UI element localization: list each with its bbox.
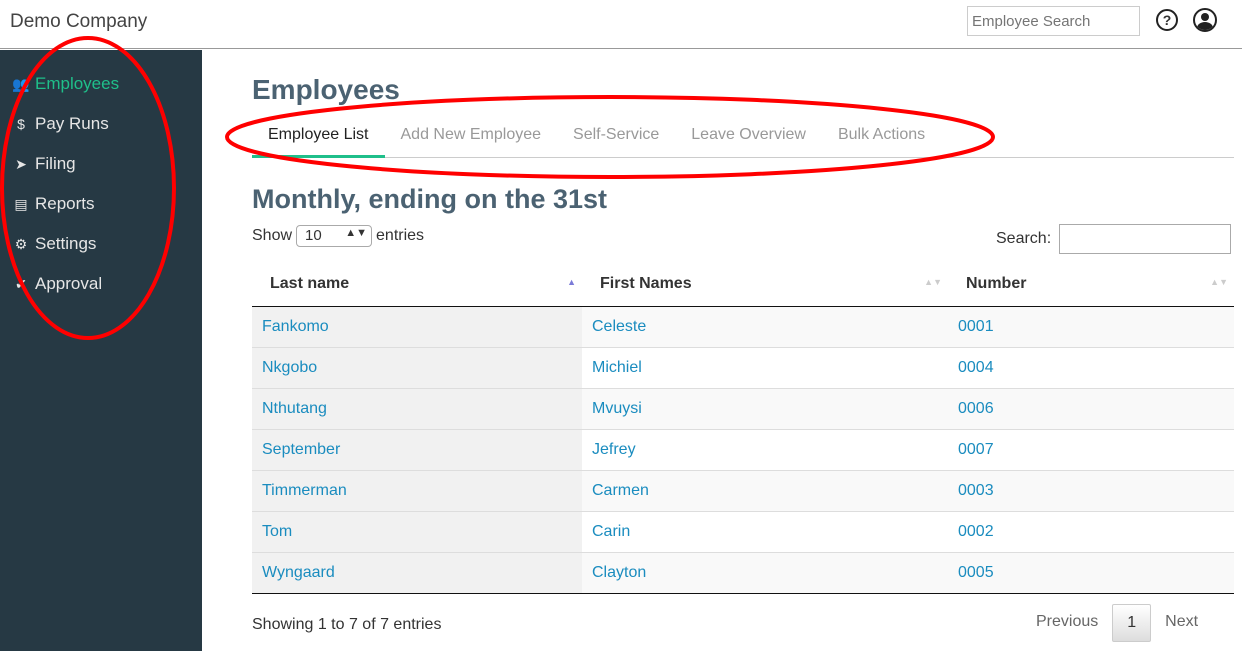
employee-table: Last name ▲ First Names ▲▼ Number ▲▼ Fankom…	[252, 263, 1234, 594]
cell-first-names-link[interactable]: Carmen	[582, 469, 948, 511]
cell-last-name-link[interactable]: Fankomo	[252, 305, 582, 347]
sidebar-item-pay-runs[interactable]: $ Pay Runs	[12, 114, 109, 134]
cell-last-name-link[interactable]: Wyngaard	[252, 551, 582, 594]
company-name[interactable]: Demo Company	[10, 11, 148, 32]
sidebar-item-label: Filing	[35, 154, 76, 173]
cell-last-name-link[interactable]: September	[252, 428, 582, 470]
show-label: Show	[252, 227, 293, 244]
sidebar-item-label: Reports	[35, 194, 95, 213]
header-label: Last name	[270, 275, 350, 293]
sidebar-item-filing[interactable]: ➤ Filing	[12, 154, 76, 174]
entries-select[interactable]: 10 ▲▼	[296, 225, 373, 247]
entries-label: entries	[376, 227, 425, 244]
table-row: Wyngaard Clayton 0005	[252, 551, 1234, 594]
pagination: Previous 1 Next	[1022, 604, 1212, 642]
help-icon[interactable]: ?	[1156, 9, 1178, 31]
table-row: Tom Carin 0002	[252, 510, 1234, 552]
sort-icon: ▲▼	[1210, 277, 1228, 287]
table-search: Search:	[996, 224, 1232, 254]
paper-plane-icon: ➤	[15, 155, 27, 172]
users-icon: 👥	[12, 75, 30, 92]
cell-first-names-link[interactable]: Michiel	[582, 346, 948, 388]
table-search-input[interactable]	[1059, 224, 1232, 254]
table-row: Nkgobo Michiel 0004	[252, 346, 1234, 388]
next-button[interactable]: Next	[1165, 613, 1199, 630]
sort-asc-icon: ▲	[567, 277, 576, 287]
sidebar-item-approval[interactable]: ✔ Approval	[12, 274, 102, 294]
previous-button[interactable]: Previous	[1036, 613, 1099, 630]
column-header-last-name[interactable]: Last name ▲	[252, 263, 582, 307]
sidebar-item-label: Settings	[35, 234, 97, 253]
cell-first-names-link[interactable]: Carin	[582, 510, 948, 552]
cell-last-name-link[interactable]: Nkgobo	[252, 346, 582, 388]
column-header-number[interactable]: Number ▲▼	[948, 263, 1234, 307]
header-label: Number	[966, 275, 1027, 293]
sidebar-item-label: Approval	[35, 274, 103, 293]
sidebar-item-settings[interactable]: ⚙ Settings	[12, 234, 97, 254]
cell-last-name-link[interactable]: Tom	[252, 510, 582, 552]
tab-bar: Employee List Add New Employee Self-Serv…	[252, 116, 1234, 158]
cell-number-link[interactable]: 0005	[948, 551, 1234, 594]
table-info: Showing 1 to 7 of 7 entries	[252, 616, 442, 633]
sidebar-item-reports[interactable]: ▤ Reports	[12, 194, 95, 214]
tab-leave-overview[interactable]: Leave Overview	[691, 126, 806, 143]
pay-frequency-heading: Monthly, ending on the 31st	[252, 184, 607, 214]
cell-last-name-link[interactable]: Nthutang	[252, 387, 582, 429]
column-header-first-names[interactable]: First Names ▲▼	[582, 263, 948, 307]
tab-employee-list[interactable]: Employee List	[252, 116, 385, 158]
top-bar: Demo Company ?	[0, 0, 1242, 49]
cell-first-names-link[interactable]: Mvuysi	[582, 387, 948, 429]
sidebar: 👥 Employees $ Pay Runs ➤ Filing ▤ Reports ⚙ S…	[0, 50, 202, 651]
tab-add-new-employee[interactable]: Add New Employee	[400, 126, 542, 143]
table-row: Nthutang Mvuysi 0006	[252, 387, 1234, 429]
cell-last-name-link[interactable]: Timmerman	[252, 469, 582, 511]
cell-number-link[interactable]: 0007	[948, 428, 1234, 470]
tab-bulk-actions[interactable]: Bulk Actions	[837, 126, 926, 143]
page-1-button[interactable]: 1	[1112, 604, 1152, 642]
cell-number-link[interactable]: 0004	[948, 346, 1234, 388]
select-arrows-icon: ▲▼	[345, 227, 368, 239]
header-label: First Names	[600, 275, 692, 293]
dollar-icon: $	[17, 116, 25, 132]
sidebar-item-label: Employees	[35, 74, 120, 93]
table-row: Fankomo Celeste 0001	[252, 305, 1234, 347]
sort-icon: ▲▼	[924, 277, 942, 287]
entries-value: 10	[305, 227, 322, 244]
user-account-icon[interactable]	[1193, 8, 1217, 32]
cell-first-names-link[interactable]: Celeste	[582, 305, 948, 347]
cell-number-link[interactable]: 0006	[948, 387, 1234, 429]
gear-icon: ⚙	[14, 235, 28, 252]
cell-number-link[interactable]: 0001	[948, 305, 1234, 347]
table-row: Timmerman Carmen 0003	[252, 469, 1234, 511]
cell-number-link[interactable]: 0002	[948, 510, 1234, 552]
cell-first-names-link[interactable]: Jefrey	[582, 428, 948, 470]
employee-search-input[interactable]	[967, 6, 1140, 36]
cell-first-names-link[interactable]: Clayton	[582, 551, 948, 594]
tab-self-service[interactable]: Self-Service	[573, 126, 660, 143]
page-title: Employees	[252, 74, 400, 105]
sidebar-item-employees[interactable]: 👥 Employees	[12, 74, 119, 94]
check-icon: ✔	[15, 275, 27, 292]
table-row: September Jefrey 0007	[252, 428, 1234, 470]
newspaper-icon: ▤	[14, 195, 28, 212]
entries-length-control: Show 10 ▲▼ entries	[252, 225, 424, 247]
sidebar-item-label: Pay Runs	[35, 114, 109, 133]
search-label: Search:	[996, 230, 1052, 247]
cell-number-link[interactable]: 0003	[948, 469, 1234, 511]
